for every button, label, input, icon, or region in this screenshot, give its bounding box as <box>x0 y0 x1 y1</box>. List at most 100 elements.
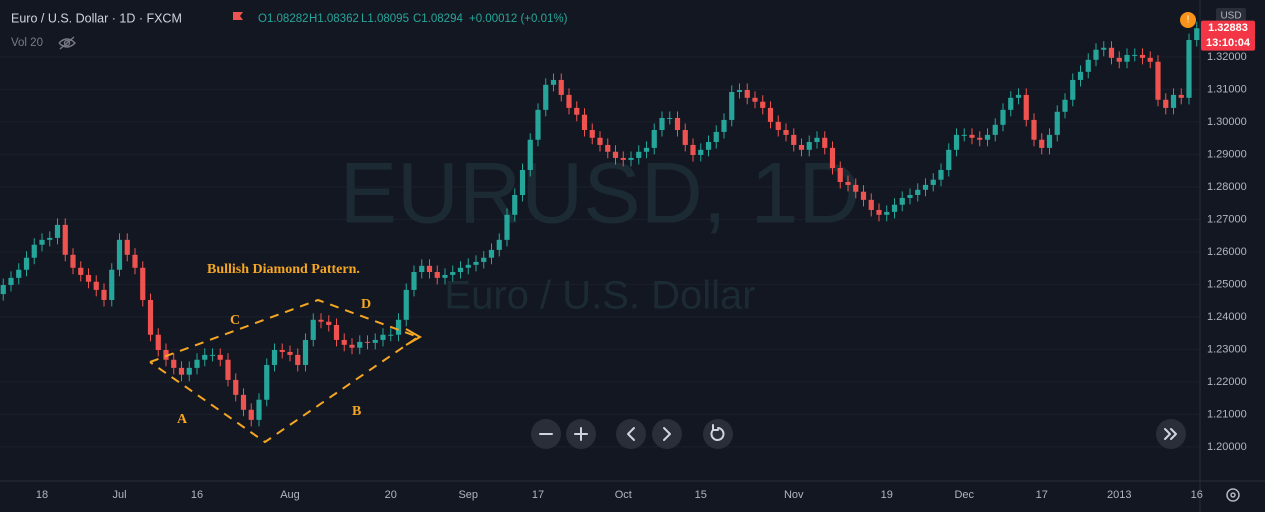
candle-body <box>1070 79 1076 100</box>
candle-body <box>225 359 231 380</box>
candle-body <box>822 137 828 148</box>
ohlc-close: C1.08294 <box>413 13 463 25</box>
candle-body <box>1085 59 1091 72</box>
x-tick-label: Jul <box>112 489 126 501</box>
candle-body <box>8 277 14 286</box>
y-tick-label: 1.28000 <box>1207 181 1247 193</box>
candle-body <box>302 339 309 365</box>
ohlc-low: L1.08095 <box>361 13 409 25</box>
candle-body <box>481 257 487 262</box>
last-price-box <box>1201 20 1255 51</box>
candle-body <box>589 129 595 138</box>
candle-body <box>651 129 657 148</box>
candle-body <box>698 149 704 156</box>
candle-body <box>426 265 433 273</box>
candle-body <box>915 189 921 195</box>
y-tick-label: 1.24000 <box>1207 311 1247 323</box>
candle-body <box>465 264 471 268</box>
x-tick-label: 18 <box>36 489 48 501</box>
candle-body <box>155 334 161 351</box>
scroll-left-button[interactable] <box>616 419 646 449</box>
candle-body <box>1116 57 1122 62</box>
annotation-d: D <box>361 297 371 312</box>
candle-body <box>876 209 882 215</box>
candle-body <box>1031 119 1037 140</box>
candle-body <box>1186 39 1192 98</box>
candle-body <box>186 367 192 375</box>
candle-body <box>868 199 874 210</box>
currency-box[interactable] <box>1216 8 1246 23</box>
candle-body <box>1039 139 1045 148</box>
candle-body <box>16 269 22 278</box>
y-tick-label: 1.23000 <box>1207 343 1247 355</box>
candle-body <box>333 324 340 340</box>
candle-body <box>690 144 696 156</box>
x-tick-label: 20 <box>385 489 397 501</box>
watermark-symbol: EURUSD, 1D <box>340 146 861 242</box>
candle-body <box>1139 54 1146 58</box>
settings-icon[interactable] <box>1226 488 1240 502</box>
axes: 1.20000 1.21000 1.22000 1.23000 1.24000 1.250… <box>36 51 1247 501</box>
scroll-right-button[interactable] <box>652 419 682 449</box>
candle-body <box>760 101 766 108</box>
candle-body <box>729 91 735 120</box>
zoom-out-button[interactable] <box>531 419 561 449</box>
candle-body <box>775 121 781 130</box>
candle-body <box>853 184 859 192</box>
candle-body <box>326 321 332 325</box>
candle-body <box>605 144 611 152</box>
hide-icon[interactable] <box>58 36 76 50</box>
candle-body <box>837 168 843 182</box>
candle-body <box>899 197 905 205</box>
y-tick-label: 1.29000 <box>1207 148 1247 160</box>
candle-body <box>62 224 68 255</box>
grid <box>0 56 1200 448</box>
volume-label: Vol 20 <box>11 37 43 49</box>
y-tick-label: 1.20000 <box>1207 441 1247 453</box>
x-tick-label: 16 <box>1191 489 1203 501</box>
candle-body <box>295 354 301 365</box>
scroll-to-end-button[interactable] <box>1156 419 1186 449</box>
candle-body <box>891 204 898 212</box>
candle-body <box>1054 111 1060 135</box>
candle-body <box>620 157 626 160</box>
candle-body <box>1023 94 1029 120</box>
symbol-title: Euro / U.S. Dollar · 1D · FXCM <box>11 11 182 25</box>
x-tick-label: Sep <box>458 489 478 501</box>
candle-body <box>752 97 758 102</box>
flag-icon[interactable] <box>233 12 243 20</box>
candle-body <box>496 239 502 250</box>
candle-body <box>450 272 456 275</box>
candle-body <box>1000 109 1006 125</box>
candle-body <box>1077 71 1084 80</box>
candle-body <box>256 399 262 420</box>
candle-body <box>961 134 967 136</box>
price-badge: 1.32883 13:10:04 <box>1201 20 1255 51</box>
candle-body <box>767 107 774 122</box>
reset-button[interactable] <box>703 419 733 449</box>
candle-body <box>705 142 712 150</box>
candle-body <box>984 134 991 140</box>
candle-body <box>946 149 952 170</box>
zoom-in-button[interactable] <box>566 419 596 449</box>
candle-body <box>581 114 588 130</box>
candle-body <box>147 299 154 335</box>
candle-body <box>636 151 642 158</box>
y-tick-label: 1.25000 <box>1207 278 1247 290</box>
candle-body <box>372 339 378 343</box>
y-tick-label: 1.32000 <box>1207 51 1247 63</box>
candle-body <box>713 131 719 143</box>
candle-body <box>783 129 789 135</box>
candle-body <box>217 354 223 360</box>
candle-body <box>1194 28 1200 40</box>
alert-marker[interactable] <box>1180 12 1196 28</box>
x-tick-label: 15 <box>695 489 707 501</box>
candle-body <box>659 117 665 130</box>
candle-body <box>93 281 99 290</box>
x-tick-label: Dec <box>954 489 974 501</box>
candle-body <box>109 269 115 300</box>
candle-body <box>1062 99 1068 112</box>
candle-body <box>938 169 944 180</box>
candle-body <box>457 267 464 273</box>
candle-body <box>930 179 936 185</box>
